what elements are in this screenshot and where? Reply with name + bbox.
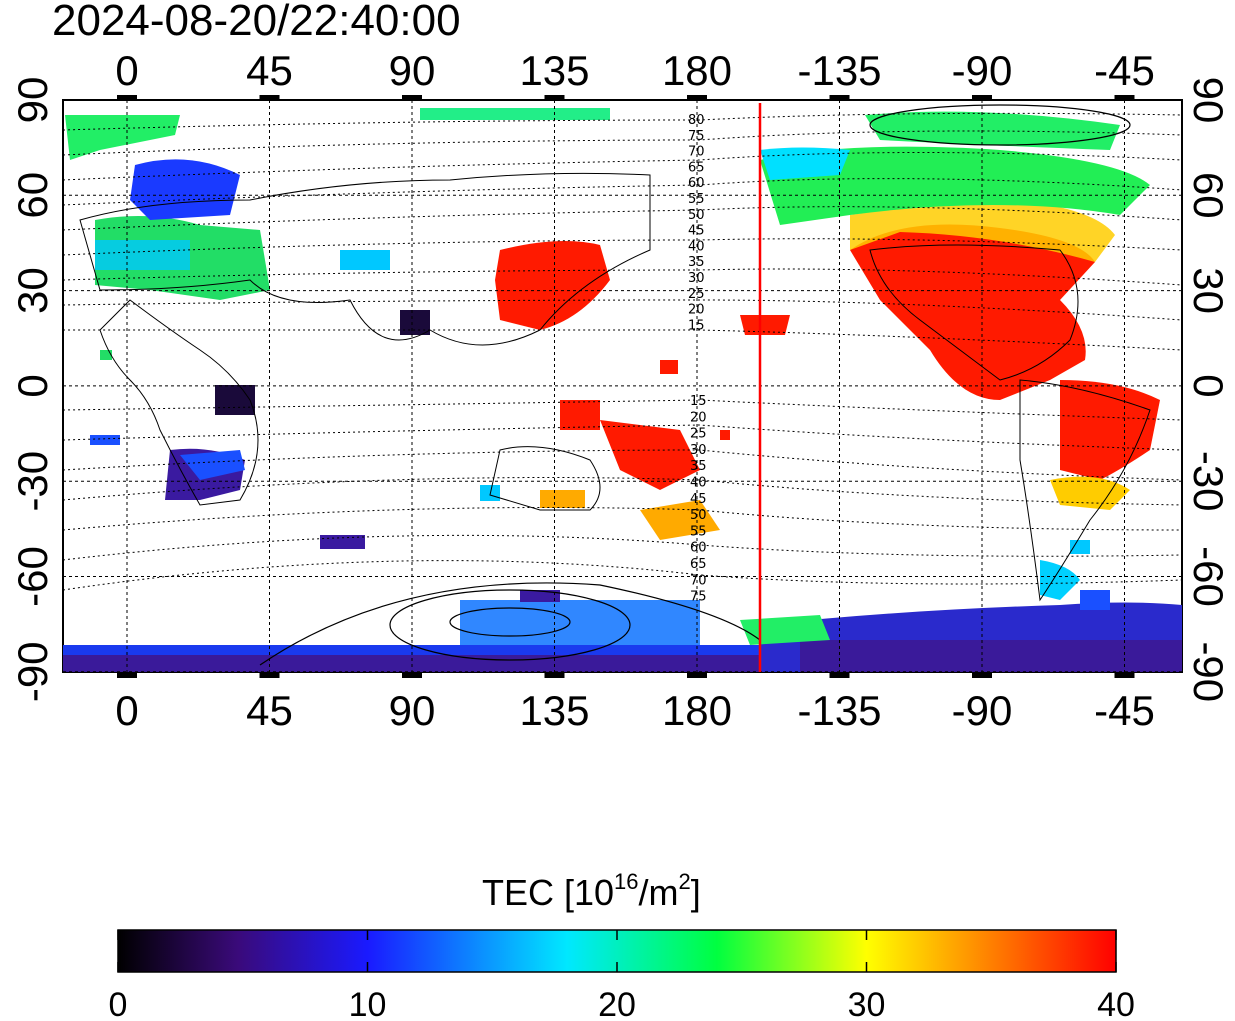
contour-label: 20: [688, 303, 705, 318]
top-tick-bar: [1114, 95, 1135, 101]
contour-label: 75: [688, 129, 705, 144]
colorbar: TEC [1016/m2] 0 10 20 30 40: [109, 869, 1135, 1021]
top-tick-bar: [402, 95, 422, 101]
contour-lines: [63, 112, 1182, 591]
contour-label: 30: [688, 271, 705, 286]
y-tick-label-left: -30: [9, 451, 56, 512]
x-tick-label-bottom: -45: [1094, 687, 1155, 734]
x-tick-label-top: 135: [519, 47, 589, 94]
coastlines: [79, 172, 1151, 602]
bottom-tick-bar: [259, 672, 280, 678]
x-tick-label-top: -45: [1094, 47, 1155, 94]
contour-label: 80: [688, 113, 705, 128]
top-tick-bar: [972, 95, 992, 101]
colorbar-title: TEC [1016/m2]: [482, 869, 701, 913]
y-axis-right: 90 60 30 0 -30 -60 -90: [1185, 77, 1232, 703]
map-panel: 8075706560555045403530252015152025303540…: [62, 95, 1183, 678]
x-axis-bottom: 0 45 90 135 180 -135 -90 -45: [115, 687, 1155, 734]
timestamp-title: 2024-08-20/22:40:00: [52, 0, 461, 45]
y-tick-label-left: -60: [9, 546, 56, 607]
x-tick-label-bottom: 90: [389, 687, 436, 734]
contour-label: 75: [690, 590, 707, 605]
x-tick-label-top: 180: [662, 47, 732, 94]
x-tick-label-top: 0: [115, 47, 138, 94]
colorbar-ticks: 0 10 20 30 40: [109, 930, 1135, 1021]
y-tick-label-right: 60: [1185, 172, 1232, 219]
top-tick-bar: [829, 95, 850, 101]
contour-label: 60: [690, 541, 707, 556]
contour-label: 45: [690, 492, 707, 507]
bottom-tick-bar: [544, 672, 565, 678]
bottom-tick-bar: [1114, 672, 1135, 678]
bottom-tick-bar: [687, 672, 707, 678]
colorbar-tick-label: 0: [109, 986, 128, 1021]
contour-label: 50: [690, 508, 707, 523]
colorbar-tick-label: 10: [349, 986, 387, 1021]
y-tick-label-right: -30: [1185, 451, 1232, 512]
x-axis-top: 0 45 90 135 180 -135 -90 -45: [115, 47, 1155, 94]
colorbar-tick-label: 40: [1097, 986, 1135, 1021]
colorbar-tick-label: 20: [598, 986, 636, 1021]
contour-label: 55: [688, 192, 705, 207]
x-tick-label-bottom: -135: [797, 687, 881, 734]
contour-label: 15: [688, 318, 705, 333]
x-tick-label-top: 45: [246, 47, 293, 94]
y-tick-label-right: 90: [1185, 77, 1232, 124]
x-tick-label-bottom: 0: [115, 687, 138, 734]
top-tick-bar: [687, 95, 707, 101]
x-tick-label-bottom: 180: [662, 687, 732, 734]
bottom-tick-bar: [829, 672, 850, 678]
bottom-tick-bar: [402, 672, 422, 678]
frame-ticks: [117, 95, 1135, 678]
contour-label: 15: [690, 394, 707, 409]
south-pole-contours: [259, 104, 1131, 666]
contour-label: 70: [688, 145, 705, 160]
y-tick-label-right: 30: [1185, 267, 1232, 314]
x-tick-label-bottom: -90: [952, 687, 1013, 734]
contour-label: 45: [688, 224, 705, 239]
contour-labels: 8075706560555045403530252015152025303540…: [688, 113, 707, 605]
y-tick-label-right: 0: [1185, 374, 1232, 397]
y-tick-label-right: -90: [1185, 641, 1232, 702]
top-tick-bar: [117, 95, 137, 101]
contour-label: 70: [690, 573, 707, 588]
y-tick-label-left: 90: [9, 77, 56, 124]
colorbar-tick-label: 30: [848, 986, 886, 1021]
y-tick-label-left: 0: [9, 374, 56, 397]
contour-label: 25: [688, 287, 705, 302]
contour-label: 50: [688, 208, 705, 223]
y-tick-label-left: -90: [9, 641, 56, 702]
x-tick-label-top: -135: [797, 47, 881, 94]
contour-label: 35: [688, 255, 705, 270]
x-tick-label-bottom: 135: [519, 687, 589, 734]
y-tick-label-right: -60: [1185, 546, 1232, 607]
contour-label: 60: [688, 176, 705, 191]
top-tick-bar: [544, 95, 565, 101]
contour-label: 65: [690, 557, 707, 572]
y-tick-label-left: 30: [9, 267, 56, 314]
y-tick-label-left: 60: [9, 172, 56, 219]
x-tick-label-top: -90: [952, 47, 1013, 94]
top-tick-bar: [259, 95, 280, 101]
contour-label: 40: [690, 476, 707, 491]
y-axis-left: 90 60 30 0 -30 -60 -90: [9, 77, 56, 703]
contour-label: 25: [690, 427, 707, 442]
x-tick-label-bottom: 45: [246, 687, 293, 734]
bottom-tick-bar: [972, 672, 992, 678]
x-tick-label-top: 90: [389, 47, 436, 94]
contour-label: 55: [690, 524, 707, 539]
contour-label: 65: [688, 160, 705, 175]
contour-label: 30: [690, 443, 707, 458]
contour-label: 20: [690, 410, 707, 425]
contour-label: 40: [688, 239, 705, 254]
contour-label: 35: [690, 459, 707, 474]
bottom-tick-bar: [117, 672, 137, 678]
